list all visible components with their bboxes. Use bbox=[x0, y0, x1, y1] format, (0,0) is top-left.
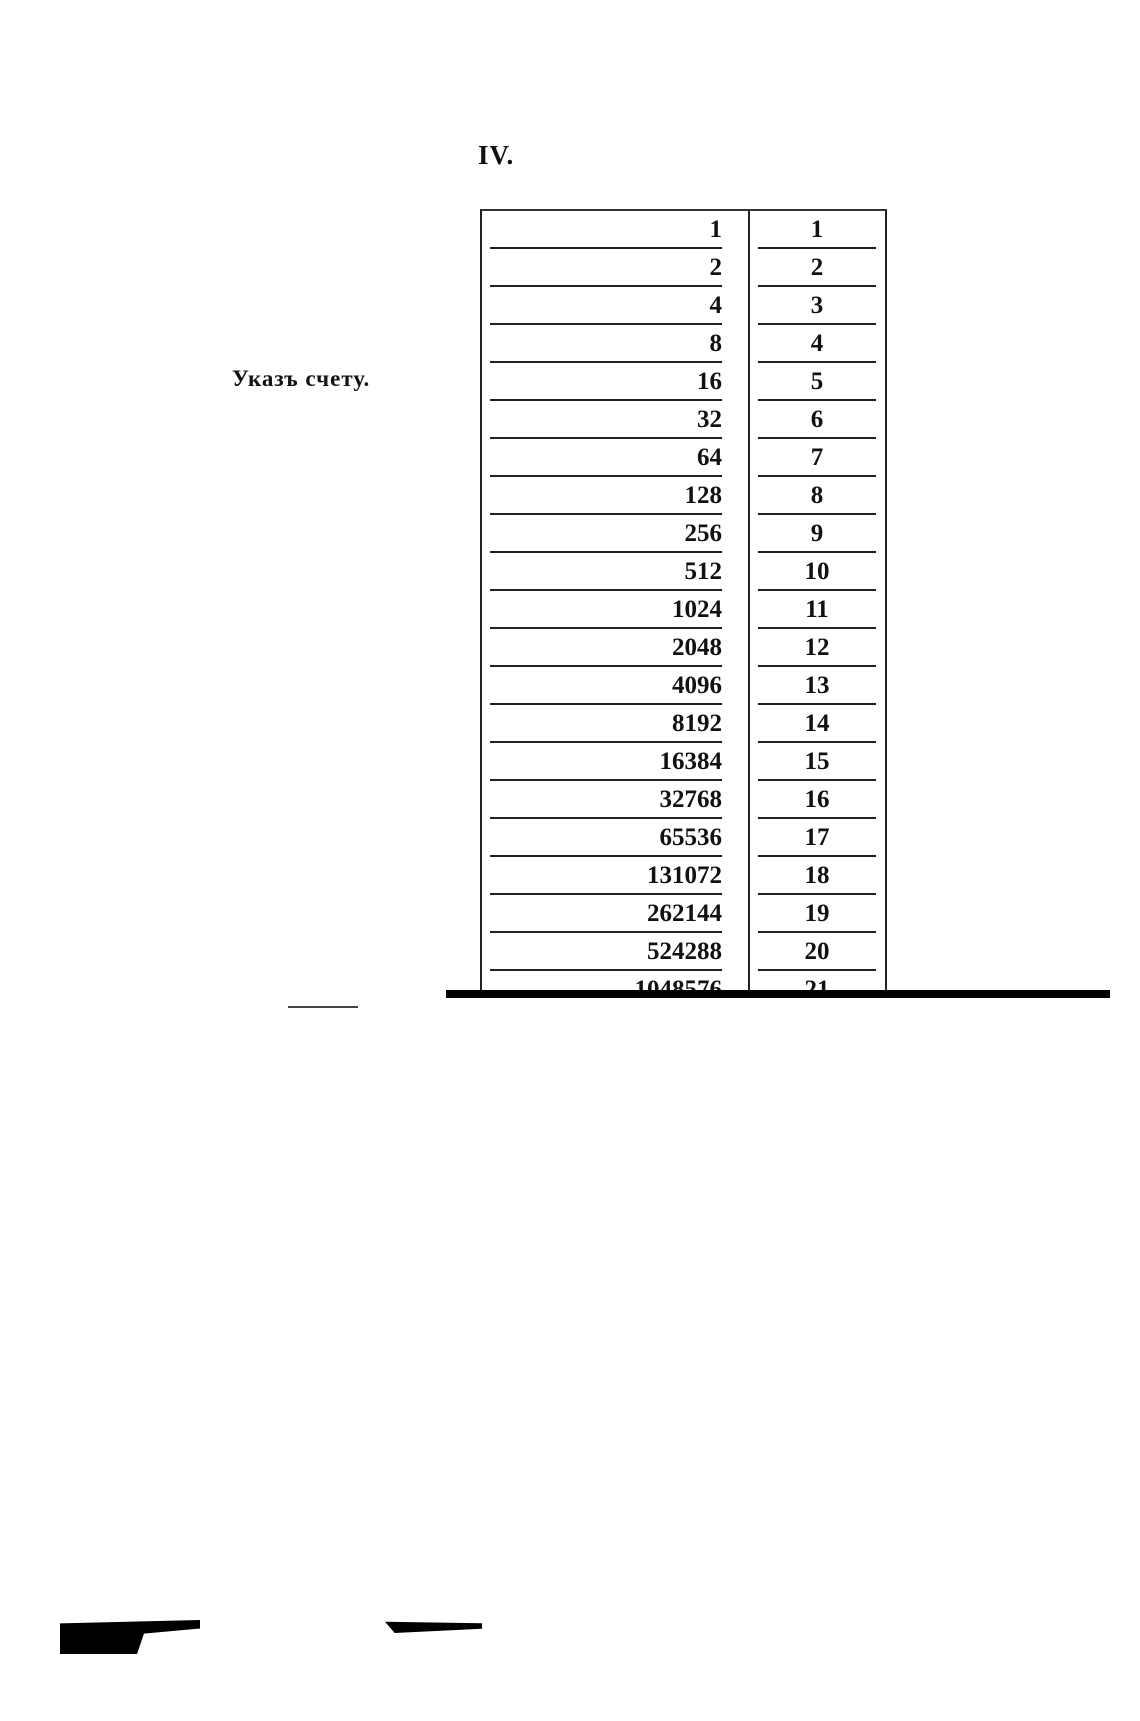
index-value: 6 bbox=[758, 401, 876, 439]
index-value: 2 bbox=[758, 249, 876, 287]
scan-artifact-line bbox=[288, 1006, 358, 1008]
scan-edge-bar bbox=[446, 990, 1110, 998]
powers-table: 1 1 2 2 4 3 8 4 16 5 32 6 64 7 128 8 256 9 512 10 1024 11 2048… bbox=[480, 209, 887, 997]
power-value: 32768 bbox=[490, 781, 722, 819]
table-row: 524288 20 bbox=[482, 933, 885, 971]
power-value: 16 bbox=[490, 363, 722, 401]
index-value: 19 bbox=[758, 895, 876, 933]
column-divider bbox=[748, 211, 750, 997]
table-row: 32 6 bbox=[482, 401, 885, 439]
power-value: 262144 bbox=[490, 895, 722, 933]
table-row: 4096 13 bbox=[482, 667, 885, 705]
page-heading: IV. bbox=[478, 140, 515, 170]
power-value: 8 bbox=[490, 325, 722, 363]
index-value: 18 bbox=[758, 857, 876, 895]
power-value: 1024 bbox=[490, 591, 722, 629]
index-value: 15 bbox=[758, 743, 876, 781]
power-value: 16384 bbox=[490, 743, 722, 781]
table-row: 512 10 bbox=[482, 553, 885, 591]
index-value: 17 bbox=[758, 819, 876, 857]
table-row: 8192 14 bbox=[482, 705, 885, 743]
power-value: 1 bbox=[490, 211, 722, 249]
scan-artifact-blot bbox=[60, 1620, 200, 1654]
index-value: 8 bbox=[758, 477, 876, 515]
table-row: 16 5 bbox=[482, 363, 885, 401]
index-value: 12 bbox=[758, 629, 876, 667]
power-value: 32 bbox=[490, 401, 722, 439]
index-value: 1 bbox=[758, 211, 876, 249]
index-value: 13 bbox=[758, 667, 876, 705]
power-value: 128 bbox=[490, 477, 722, 515]
index-value: 10 bbox=[758, 553, 876, 591]
table-row: 1024 11 bbox=[482, 591, 885, 629]
power-value: 65536 bbox=[490, 819, 722, 857]
power-value: 131072 bbox=[490, 857, 722, 895]
power-value: 2 bbox=[490, 249, 722, 287]
table-row: 2048 12 bbox=[482, 629, 885, 667]
index-value: 7 bbox=[758, 439, 876, 477]
table-row: 64 7 bbox=[482, 439, 885, 477]
index-value: 14 bbox=[758, 705, 876, 743]
table-row: 32768 16 bbox=[482, 781, 885, 819]
index-value: 3 bbox=[758, 287, 876, 325]
power-value: 512 bbox=[490, 553, 722, 591]
power-value: 2048 bbox=[490, 629, 722, 667]
table-row: 262144 19 bbox=[482, 895, 885, 933]
index-value: 5 bbox=[758, 363, 876, 401]
table-row: 65536 17 bbox=[482, 819, 885, 857]
power-value: 4096 bbox=[490, 667, 722, 705]
scan-artifact-blot bbox=[385, 1621, 482, 1633]
index-value: 4 bbox=[758, 325, 876, 363]
power-value: 256 bbox=[490, 515, 722, 553]
table-row: 256 9 bbox=[482, 515, 885, 553]
side-label: Указъ счету. bbox=[232, 366, 371, 391]
table-row: 128 8 bbox=[482, 477, 885, 515]
power-value: 64 bbox=[490, 439, 722, 477]
index-value: 11 bbox=[758, 591, 876, 629]
power-value: 524288 bbox=[490, 933, 722, 971]
power-value: 4 bbox=[490, 287, 722, 325]
table-row: 16384 15 bbox=[482, 743, 885, 781]
index-value: 20 bbox=[758, 933, 876, 971]
power-value: 8192 bbox=[490, 705, 722, 743]
index-value: 16 bbox=[758, 781, 876, 819]
index-value: 9 bbox=[758, 515, 876, 553]
table-row: 131072 18 bbox=[482, 857, 885, 895]
